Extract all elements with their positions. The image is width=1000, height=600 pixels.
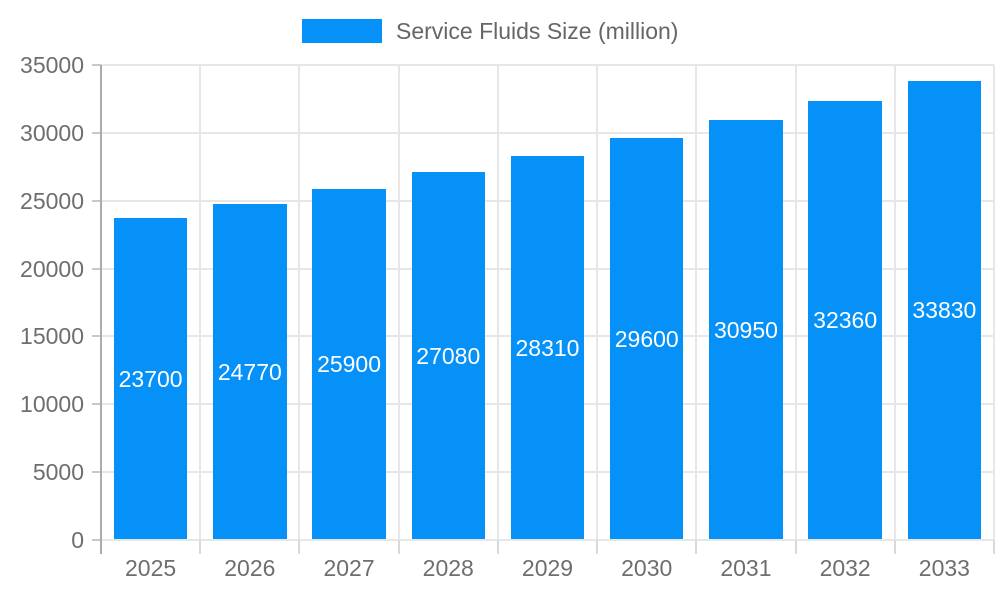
v-gridline	[893, 65, 896, 540]
bar[interactable]	[113, 218, 188, 539]
h-gridline	[101, 539, 994, 541]
y-axis-line	[100, 65, 102, 554]
legend[interactable]: Service Fluids Size (million)	[302, 19, 678, 43]
bar-value-label: 27080	[416, 343, 481, 370]
v-gridline	[496, 65, 499, 540]
bar-value-label: 28310	[515, 334, 580, 361]
bar[interactable]	[411, 172, 486, 539]
x-tick-label: 2027	[323, 555, 375, 581]
bar-value-label: 24770	[217, 358, 282, 385]
y-tick-label: 10000	[20, 391, 84, 418]
v-gridline	[596, 65, 599, 540]
y-axis-tick	[92, 199, 101, 202]
h-gridline	[101, 64, 994, 66]
bar-value-label: 30950	[713, 316, 778, 343]
x-axis-tick	[199, 540, 202, 554]
y-axis-tick	[92, 539, 101, 541]
y-axis-tick	[92, 335, 101, 338]
y-tick-label: 35000	[20, 52, 84, 78]
y-axis-tick	[92, 64, 101, 66]
bar-value-label: 33830	[912, 297, 977, 324]
v-gridline	[199, 65, 202, 540]
h-gridline	[101, 131, 994, 134]
bar[interactable]	[709, 119, 783, 539]
v-gridline	[794, 65, 797, 540]
x-axis-tick	[893, 540, 896, 554]
legend-label: Service Fluids Size (million)	[396, 18, 679, 44]
x-axis-tick	[397, 540, 400, 554]
bar[interactable]	[312, 188, 386, 539]
x-axis-tick	[695, 540, 698, 554]
v-gridline	[298, 65, 301, 540]
x-tick-label: 2025	[125, 555, 177, 581]
y-axis-tick	[92, 131, 101, 134]
y-tick-label: 30000	[20, 119, 84, 146]
x-axis-tick	[993, 540, 995, 554]
x-axis-tick	[596, 540, 599, 554]
y-tick-label: 0	[71, 527, 84, 553]
y-tick-label: 25000	[20, 187, 84, 214]
x-axis-tick	[298, 540, 301, 554]
y-axis-tick	[92, 267, 101, 270]
bar-value-label: 23700	[118, 366, 183, 393]
legend-swatch	[302, 19, 382, 43]
bar-value-label: 29600	[614, 326, 679, 353]
x-axis-tick	[496, 540, 499, 554]
x-tick-label: 2028	[422, 555, 474, 581]
bar-value-label: 25900	[317, 351, 382, 378]
v-gridline	[397, 65, 400, 540]
y-axis-tick	[92, 471, 101, 474]
bar[interactable]	[808, 100, 882, 539]
y-tick-label: 20000	[20, 255, 84, 282]
x-tick-label: 2029	[521, 555, 574, 581]
v-gridline	[695, 65, 698, 540]
y-axis-tick	[92, 403, 101, 406]
y-tick-label: 5000	[32, 459, 84, 486]
x-tick-label: 2033	[918, 555, 970, 581]
y-tick-label: 15000	[20, 323, 84, 350]
x-tick-label: 2031	[720, 555, 772, 581]
x-tick-label: 2026	[224, 555, 276, 581]
x-tick-label: 2032	[819, 555, 871, 581]
x-tick-label: 2030	[621, 555, 673, 581]
bar[interactable]	[907, 80, 982, 539]
v-gridline	[993, 65, 995, 540]
bar[interactable]	[213, 203, 287, 539]
bar[interactable]	[510, 155, 585, 539]
x-axis-tick	[794, 540, 797, 554]
bar[interactable]	[609, 138, 684, 539]
bar-value-label: 32360	[813, 307, 878, 334]
